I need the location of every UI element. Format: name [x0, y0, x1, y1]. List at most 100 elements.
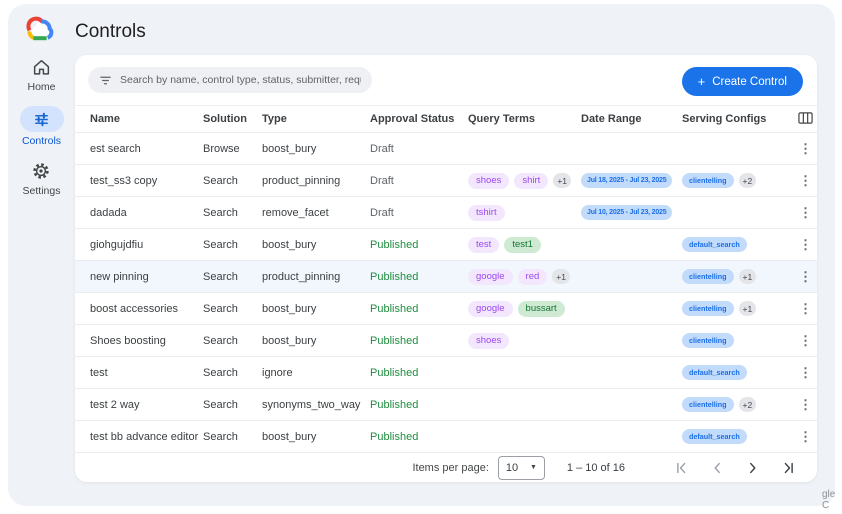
- cell-serving-configs: clientelling +1: [682, 301, 793, 316]
- last-page-button[interactable]: [779, 458, 799, 478]
- cell-serving-configs: clientelling +2: [682, 173, 793, 188]
- page-size-value: 10: [505, 461, 519, 474]
- column-header-solution: Solution: [203, 113, 247, 125]
- cell-name: test bb advance editor: [90, 430, 199, 443]
- cell-serving-configs: default_search: [682, 237, 793, 252]
- kebab-menu-button[interactable]: ⋮: [793, 236, 818, 253]
- kebab-menu-button[interactable]: ⋮: [793, 172, 818, 189]
- sidebar-item-controls[interactable]: Controls: [19, 106, 64, 147]
- cell-approval-status: Published: [370, 430, 419, 443]
- previous-page-button[interactable]: [707, 458, 727, 478]
- kebab-icon: ⋮: [799, 365, 812, 380]
- cell-type: product_pinning: [262, 270, 341, 283]
- kebab-menu-button[interactable]: ⋮: [793, 428, 818, 445]
- query-term-pill: shoes: [468, 332, 510, 349]
- first-page-button[interactable]: [671, 458, 691, 478]
- create-control-button[interactable]: + Create Control: [681, 67, 803, 96]
- cell-date-range: Jul 10, 2025 - Jul 23, 2025: [581, 205, 682, 220]
- column-settings-button[interactable]: [796, 109, 815, 130]
- next-page-button[interactable]: [743, 458, 763, 478]
- kebab-menu-button[interactable]: ⋮: [793, 140, 818, 157]
- row-actions-cell: ⋮: [793, 300, 818, 317]
- query-term-pill: shirt: [514, 172, 549, 189]
- serving-config-pill: clientelling: [682, 333, 734, 348]
- items-per-page-label: Items per page:: [412, 461, 489, 474]
- cell-solution: Search: [203, 206, 238, 219]
- watermark-text: gle C: [822, 489, 836, 511]
- cell-serving-configs: clientelling +2: [682, 397, 793, 412]
- table-row[interactable]: giohgujdfiu Search boost_bury Published test…: [75, 229, 817, 261]
- sidebar-item-settings[interactable]: Settings: [22, 160, 61, 197]
- cell-approval-status: Published: [370, 270, 419, 283]
- row-actions-cell: ⋮: [793, 364, 818, 381]
- serving-more-badge: +1: [738, 301, 757, 316]
- table-row[interactable]: Shoes boosting Search boost_bury Published s…: [75, 325, 817, 357]
- kebab-menu-button[interactable]: ⋮: [793, 332, 818, 349]
- kebab-icon: ⋮: [799, 301, 812, 316]
- table-row[interactable]: test_ss3 copy Search product_pinning Draft s…: [75, 165, 817, 197]
- serving-config-pill: clientelling: [682, 269, 734, 284]
- cell-solution: Search: [203, 334, 238, 347]
- query-term-pill: google: [468, 300, 513, 317]
- query-term-pill: google: [468, 268, 513, 285]
- kebab-menu-button[interactable]: ⋮: [793, 300, 818, 317]
- cell-date-range: Jul 18, 2025 - Jul 23, 2025: [581, 173, 682, 188]
- filter-list-icon: [99, 74, 112, 87]
- gear-icon: [32, 160, 50, 182]
- kebab-icon: ⋮: [799, 333, 812, 348]
- query-term-pill: test: [468, 236, 500, 253]
- serving-config-pill: default_search: [682, 237, 747, 252]
- row-actions-cell: ⋮: [793, 428, 818, 445]
- sidebar-item-label: Home: [27, 81, 56, 93]
- search-bar[interactable]: [88, 67, 372, 93]
- row-actions-cell: ⋮: [793, 236, 818, 253]
- serving-config-pill: clientelling: [682, 173, 734, 188]
- cell-name: boost accessories: [90, 302, 179, 315]
- kebab-menu-button[interactable]: ⋮: [793, 364, 818, 381]
- kebab-icon: ⋮: [799, 397, 812, 412]
- cell-approval-status: Published: [370, 334, 419, 347]
- cell-type: boost_bury: [262, 334, 317, 347]
- cell-serving-configs: clientelling: [682, 333, 793, 348]
- cell-serving-configs: clientelling +1: [682, 269, 793, 284]
- table-row[interactable]: boost accessories Search boost_bury Publish…: [75, 293, 817, 325]
- cell-approval-status: Published: [370, 366, 419, 379]
- home-icon: [32, 56, 51, 78]
- cell-name: est search: [90, 142, 141, 155]
- kebab-menu-button[interactable]: ⋮: [793, 268, 818, 285]
- serving-more-badge: +2: [738, 397, 757, 412]
- serving-config-pill: default_search: [682, 365, 747, 380]
- sidebar-item-label: Settings: [22, 185, 61, 197]
- table-rows: est search Browse boost_bury Draft ⋮ test_ss3…: [75, 133, 817, 453]
- cell-solution: Search: [203, 174, 238, 187]
- tune-icon: [33, 108, 50, 130]
- row-actions-cell: ⋮: [793, 396, 818, 413]
- serving-more-badge: +2: [738, 173, 757, 188]
- row-actions-cell: ⋮: [793, 332, 818, 349]
- table-row[interactable]: new pinning Search product_pinning Publishe…: [75, 261, 817, 293]
- table-row[interactable]: test Search ignore Published default_search ⋮: [75, 357, 817, 389]
- page-size-select[interactable]: 10 ▼: [497, 455, 545, 480]
- cell-approval-status: Draft: [370, 174, 394, 187]
- query-term-pill: red: [517, 268, 548, 285]
- table-row[interactable]: est search Browse boost_bury Draft ⋮: [75, 133, 817, 165]
- kebab-menu-button[interactable]: ⋮: [793, 396, 818, 413]
- table-row[interactable]: test 2 way Search synonyms_two_way Publishe…: [75, 389, 817, 421]
- column-header-serving-configs: Serving Configs: [682, 113, 767, 125]
- cell-name: test_ss3 copy: [90, 174, 158, 187]
- kebab-menu-button[interactable]: ⋮: [793, 204, 818, 221]
- cell-name: giohgujdfiu: [90, 238, 144, 251]
- cell-query-terms: google red +1: [468, 268, 581, 285]
- serving-more-badge: +1: [738, 269, 757, 284]
- table-row[interactable]: test bb advance editor Search boost_bury Pu…: [75, 421, 817, 453]
- sidebar-item-home[interactable]: Home: [27, 56, 56, 93]
- cell-solution: Search: [203, 238, 238, 251]
- cell-name: test 2 way: [90, 398, 140, 411]
- plus-icon: +: [697, 74, 706, 89]
- kebab-icon: ⋮: [799, 237, 812, 252]
- cell-type: synonyms_two_way: [262, 398, 361, 411]
- search-input[interactable]: [120, 74, 361, 86]
- table-row[interactable]: dadada Search remove_facet Draft tshirt Jul 1…: [75, 197, 817, 229]
- cell-solution: Search: [203, 430, 238, 443]
- cell-type: boost_bury: [262, 238, 317, 251]
